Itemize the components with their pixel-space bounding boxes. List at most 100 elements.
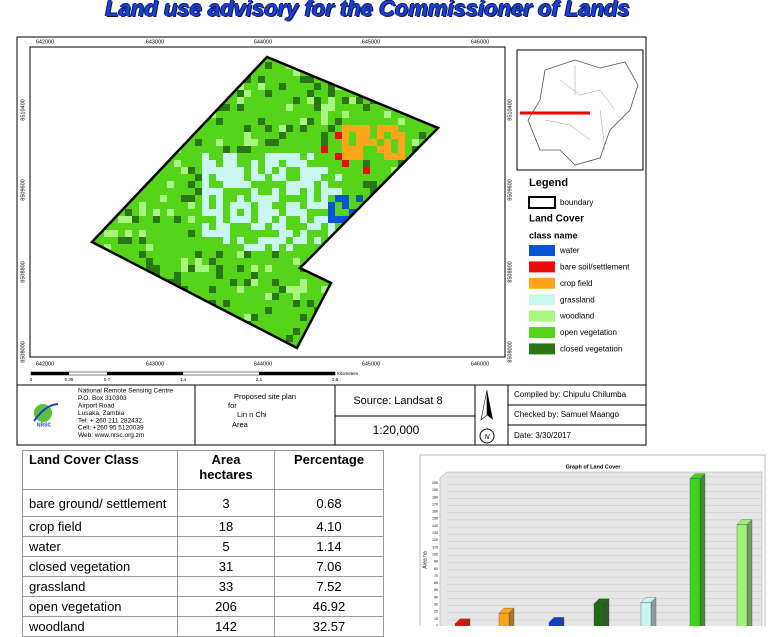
legend-swatch xyxy=(529,245,555,256)
legend-swatch xyxy=(529,277,555,289)
raster-cell xyxy=(188,230,195,237)
legend-section: Land Cover xyxy=(529,214,584,225)
raster-cell xyxy=(356,146,363,153)
table-row: closed vegetation 31 7.06 xyxy=(22,556,384,577)
raster-cell xyxy=(195,174,202,181)
raster-cell xyxy=(195,258,202,265)
raster-cell xyxy=(328,97,335,104)
raster-cell xyxy=(307,202,314,209)
raster-cell xyxy=(384,153,391,160)
raster-cell xyxy=(321,111,328,118)
raster-cell xyxy=(293,188,300,195)
raster-cell xyxy=(328,209,335,216)
north-arrow xyxy=(487,390,493,420)
raster-cell xyxy=(167,181,174,188)
legend-swatch xyxy=(529,343,555,355)
table-cell: 46.92 xyxy=(274,596,384,617)
y-tick-label: 30 xyxy=(434,603,438,607)
y-coord: 8509600 xyxy=(507,179,513,200)
legend-swatch xyxy=(529,310,555,322)
scale-bar xyxy=(259,372,335,375)
y-tick-label: 120 xyxy=(432,538,438,542)
raster-cell xyxy=(174,160,181,167)
raster-cell xyxy=(328,125,335,132)
raster-cell xyxy=(181,167,188,174)
agency-line: National Remote Sensing Centre xyxy=(78,388,173,395)
raster-cell xyxy=(286,209,293,216)
legend-label: crop field xyxy=(560,279,592,288)
y-tick-label: 140 xyxy=(432,524,438,528)
raster-cell xyxy=(335,174,342,181)
raster-cell xyxy=(391,125,398,132)
raster-cell xyxy=(335,195,342,202)
agency-line: Cell: +260 95 5120039 xyxy=(78,425,144,432)
raster-cell xyxy=(251,139,258,146)
raster-cell xyxy=(328,83,335,90)
raster-cell xyxy=(146,244,153,251)
raster-cell xyxy=(307,188,314,195)
raster-cell xyxy=(356,132,363,139)
table-row: Land Cover Class Area hectares Percentage xyxy=(22,450,384,490)
raster-cell xyxy=(328,216,335,223)
raster-cell xyxy=(349,153,356,160)
raster-cell xyxy=(356,97,363,104)
raster-cell xyxy=(230,202,237,209)
y-tick-label: 0 xyxy=(436,624,438,626)
raster-cell xyxy=(209,258,216,265)
raster-cell xyxy=(328,188,335,195)
raster-cell xyxy=(202,265,209,272)
raster-cell xyxy=(307,167,314,174)
scale-bar xyxy=(31,372,69,375)
raster-cell xyxy=(237,174,244,181)
raster-cell xyxy=(377,125,384,132)
raster-cell xyxy=(167,209,174,216)
raster-cell xyxy=(223,300,230,307)
raster-cell xyxy=(419,132,426,139)
raster-cell xyxy=(293,160,300,167)
raster-cell xyxy=(300,216,307,223)
raster-cell xyxy=(195,139,202,146)
raster-cell xyxy=(398,139,405,146)
scale-label: 0.7 xyxy=(104,377,111,382)
raster-cell xyxy=(216,139,223,146)
raster-cell xyxy=(265,62,272,69)
raster-cell xyxy=(237,104,244,111)
table-cell: crop field xyxy=(22,516,178,537)
raster-cell xyxy=(342,139,349,146)
raster-cell xyxy=(349,209,356,216)
table-cell: 0.68 xyxy=(274,489,384,517)
raster-cell xyxy=(293,328,300,335)
legend-swatch xyxy=(528,196,556,209)
table-cell: 32.57 xyxy=(274,616,384,637)
raster-cell xyxy=(237,265,244,272)
raster-cell xyxy=(293,97,300,104)
raster-cell xyxy=(307,195,314,202)
raster-cell xyxy=(356,195,363,202)
scale-label: 2.8 xyxy=(332,377,339,382)
raster-cell xyxy=(398,153,405,160)
raster-cell xyxy=(209,209,216,216)
raster-cell xyxy=(244,76,251,83)
y-tick-label: 110 xyxy=(432,545,438,549)
table-cell: open vegetation xyxy=(22,596,178,617)
raster-cell xyxy=(216,209,223,216)
raster-cell xyxy=(293,286,300,293)
raster-cell xyxy=(272,279,279,286)
raster-cell xyxy=(265,139,272,146)
scale-unit: Kilometers xyxy=(337,371,359,376)
raster-cell xyxy=(342,216,349,223)
x-coord: 644000 xyxy=(254,361,272,367)
raster-cell xyxy=(209,160,216,167)
y-tick-label: 70 xyxy=(434,574,438,578)
raster-cell xyxy=(244,132,251,139)
raster-cell xyxy=(251,174,258,181)
raster-cell xyxy=(286,160,293,167)
table-cell: Area hectares xyxy=(177,450,275,490)
raster-cell xyxy=(293,181,300,188)
raster-cell xyxy=(300,174,307,181)
table-cell: 7.06 xyxy=(274,556,384,577)
raster-cell xyxy=(237,167,244,174)
raster-cell xyxy=(244,146,251,153)
raster-cell xyxy=(111,230,118,237)
raster-cell xyxy=(300,314,307,321)
